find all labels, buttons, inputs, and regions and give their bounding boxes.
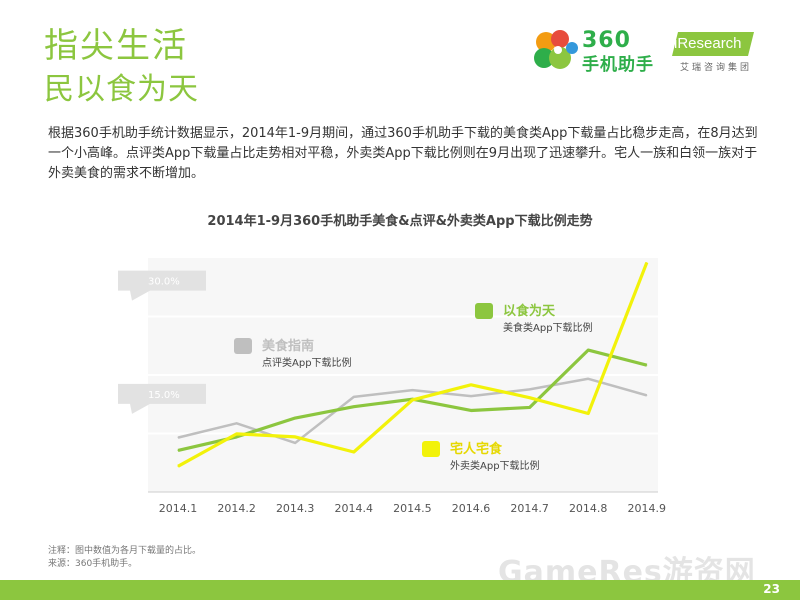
data-point xyxy=(470,384,472,386)
data-point xyxy=(177,465,179,467)
logo-iresearch xyxy=(672,32,754,56)
data-point xyxy=(236,436,238,438)
logo-iresearch-subtext: 艾瑞咨询集团 xyxy=(680,63,753,73)
x-tick-label: 2014.1 xyxy=(159,502,198,515)
x-tick-label: 2014.8 xyxy=(569,502,608,515)
data-point xyxy=(294,442,296,444)
data-point xyxy=(587,412,589,414)
footnote-note: 注释：图中数值为各月下载量的占比。 xyxy=(48,546,202,556)
data-point xyxy=(646,262,648,264)
y-tick-box xyxy=(118,270,206,301)
y-tick-label: 30.0% xyxy=(148,277,180,288)
footnote-source: 来源：360手机助手。 xyxy=(48,559,138,569)
logo-360-text: 360 xyxy=(582,28,631,53)
legend-swatch xyxy=(234,338,252,354)
data-point xyxy=(587,349,589,351)
x-tick-label: 2014.6 xyxy=(452,502,491,515)
data-point xyxy=(353,396,355,398)
page-number: 23 xyxy=(763,582,780,596)
x-tick-label: 2014.3 xyxy=(276,502,315,515)
legend-name: 以食为天 xyxy=(503,303,556,319)
x-tick-label: 2014.2 xyxy=(217,502,256,515)
data-point xyxy=(177,449,179,451)
description-paragraph: 根据360手机助手统计数据显示，2014年1-9月期间，通过360手机助手下载的… xyxy=(48,126,758,181)
data-point xyxy=(177,437,179,439)
x-tick-label: 2014.5 xyxy=(393,502,432,515)
page-title: 指尖生活 xyxy=(44,26,188,66)
data-point xyxy=(411,389,413,391)
data-point xyxy=(529,388,531,390)
data-point xyxy=(646,394,648,396)
legend-subtitle: 外卖类App下载比例 xyxy=(450,459,540,472)
bottom-bar xyxy=(0,580,800,600)
logo-iresearch-text: iResearch xyxy=(674,35,742,52)
chart-title: 2014年1-9月360手机助手美食&点评&外卖类App下载比例走势 xyxy=(207,214,593,229)
legend-swatch xyxy=(475,303,493,319)
x-tick-label: 2014.9 xyxy=(628,502,667,515)
data-point xyxy=(294,417,296,419)
data-point xyxy=(646,364,648,366)
data-point xyxy=(353,406,355,408)
data-point xyxy=(529,406,531,408)
data-point xyxy=(470,409,472,411)
data-point xyxy=(411,399,413,401)
data-point xyxy=(587,378,589,380)
footnote: 注释：图中数值为各月下载量的占比。 来源：360手机助手。 xyxy=(48,545,201,571)
legend-swatch xyxy=(422,441,440,457)
data-point xyxy=(294,436,296,438)
data-point xyxy=(236,422,238,424)
logo-360-subtext: 手机助手 xyxy=(582,55,654,75)
legend-subtitle: 点评类App下载比例 xyxy=(262,356,352,369)
legend-subtitle: 美食类App下载比例 xyxy=(503,321,593,334)
page-subtitle: 民以食为天 xyxy=(44,72,199,107)
y-tick-box xyxy=(118,383,206,414)
legend-name: 美食指南 xyxy=(262,338,314,354)
data-point xyxy=(353,451,355,453)
data-point xyxy=(470,395,472,397)
x-tick-label: 2014.7 xyxy=(510,502,549,515)
y-tick-label: 15.0% xyxy=(148,390,180,401)
x-tick-label: 2014.4 xyxy=(335,502,374,515)
data-point xyxy=(529,397,531,399)
logo-360 xyxy=(534,30,578,69)
data-point xyxy=(236,433,238,435)
legend-name: 宅人宅食 xyxy=(450,441,503,457)
